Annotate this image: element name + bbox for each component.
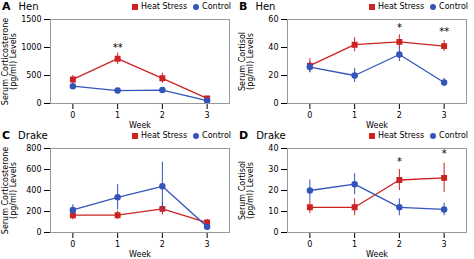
svg-text:1: 1 [352,240,357,249]
html-text:Heat Stress: Heat Stress [378,131,425,140]
svg-text:Serum Cortisol(pg/ml) Levels: Serum Cortisol(pg/ml) Levels [238,32,255,91]
svg-text:3: 3 [442,111,447,120]
svg-text:0: 0 [307,111,312,120]
svg-text:0: 0 [36,99,41,108]
html-text:C: C [2,129,11,142]
html-text:Heat Stress: Heat Stress [141,131,188,140]
html-text:Control: Control [439,2,468,11]
svg-text:Week: Week [129,250,151,259]
svg-text:*: * [442,148,447,159]
svg-text:*: * [397,156,402,167]
svg-text:1500: 1500 [21,15,41,24]
svg-text:40: 40 [268,43,278,52]
svg-text:800: 800 [26,144,41,153]
svg-text:0: 0 [273,99,278,108]
svg-text:Week: Week [129,121,151,130]
html-text:Hen: Hen [255,1,276,12]
svg-text:Week: Week [366,250,388,259]
svg-text:20: 20 [268,71,278,80]
svg-text:**: ** [113,42,123,53]
svg-text:1000: 1000 [21,43,41,52]
svg-text:0: 0 [70,111,75,120]
svg-text:*: * [397,22,402,33]
svg-text:20: 20 [268,186,278,195]
html-text:Drake: Drake [256,130,286,141]
svg-text:0: 0 [70,240,75,249]
svg-text:2: 2 [160,240,165,249]
svg-text:0: 0 [273,228,278,237]
svg-text:Serum Cortisol(pg/ml) Levels: Serum Cortisol(pg/ml) Levels [238,161,255,220]
svg-text:10: 10 [268,207,278,216]
svg-text:2: 2 [397,240,402,249]
svg-text:Week: Week [366,121,388,130]
svg-text:3: 3 [205,240,210,249]
svg-text:2: 2 [160,111,165,120]
svg-text:30: 30 [268,165,278,174]
svg-text:2: 2 [397,111,402,120]
html-text:D: D [239,129,249,142]
html-text:Heat Stress: Heat Stress [378,2,425,11]
svg-text:60: 60 [268,15,278,24]
svg-text:0: 0 [307,240,312,249]
html-text:Hen: Hen [18,1,39,12]
svg-text:Serum Corticosterone(pg/ml) Le: Serum Corticosterone(pg/ml) Levels [1,18,18,105]
html-text:B: B [239,0,248,13]
svg-text:3: 3 [205,111,210,120]
html-text:Drake: Drake [18,130,48,141]
svg-text:**: ** [439,26,449,37]
html-text:Control: Control [439,131,468,140]
svg-text:400: 400 [26,186,41,195]
svg-text:40: 40 [268,144,278,153]
svg-text:200: 200 [26,207,41,216]
html-text:Heat Stress: Heat Stress [141,2,188,11]
svg-text:1: 1 [352,111,357,120]
svg-text:1: 1 [115,240,120,249]
svg-text:600: 600 [26,165,41,174]
html-text:Control: Control [202,2,231,11]
svg-text:1: 1 [115,111,120,120]
html-text:Control: Control [202,131,231,140]
svg-text:Serum Corticosterone(pg/ml) Le: Serum Corticosterone(pg/ml) Levels [1,147,18,234]
svg-text:500: 500 [26,71,41,80]
svg-text:3: 3 [442,240,447,249]
svg-text:0: 0 [36,228,41,237]
html-text:A: A [2,0,11,13]
